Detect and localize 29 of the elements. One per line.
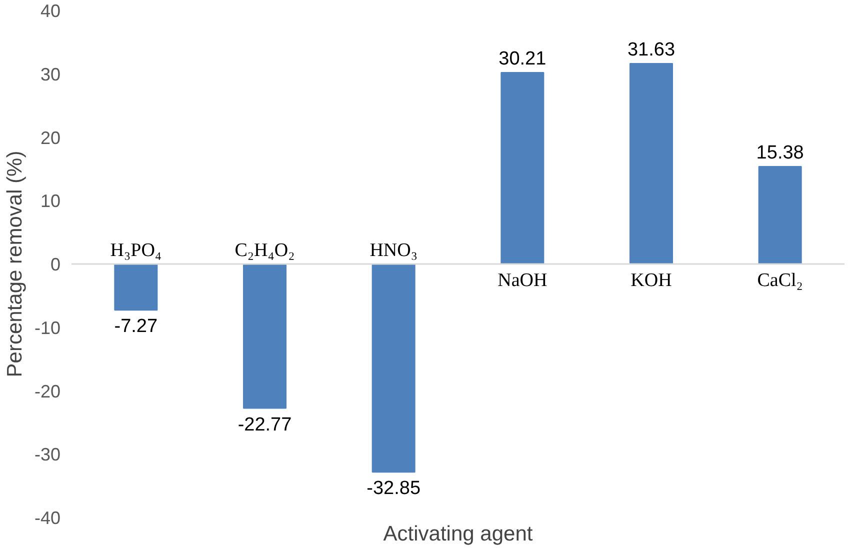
bar: [114, 264, 158, 311]
data-label: 31.63: [627, 40, 676, 61]
data-label: 30.21: [498, 48, 546, 70]
x-tick-label: H₃PO₄: [110, 240, 162, 261]
y-tick-label: -20: [34, 381, 60, 402]
y-tick-label: 30: [40, 64, 61, 84]
y-tick-label: -30: [34, 444, 60, 465]
x-tick-label: NaOH: [498, 270, 548, 291]
y-axis-title: Percentage removal (%): [3, 150, 26, 378]
x-tick-label: KOH: [630, 270, 672, 291]
bar: [372, 264, 416, 473]
data-label: -7.27: [114, 316, 158, 338]
x-tick-label: C₂H₄O₂: [234, 240, 295, 261]
bar: [758, 166, 802, 264]
data-label: 15.38: [756, 142, 804, 164]
data-label: -32.85: [366, 478, 421, 500]
bar: [629, 63, 674, 264]
data-label: -22.77: [238, 414, 292, 436]
bar: [500, 72, 544, 264]
y-tick-label: -40: [34, 508, 60, 528]
y-tick-label: -10: [34, 318, 60, 338]
x-tick-label: HNO₃: [370, 240, 418, 261]
bar: [242, 264, 287, 409]
x-axis-title: Activating agent: [383, 522, 533, 546]
x-tick-label: CaCl₂: [757, 270, 803, 291]
y-tick-label: 40: [40, 1, 61, 21]
y-tick-label: 0: [50, 254, 61, 274]
y-tick-label: 10: [40, 191, 61, 212]
y-tick-label: 20: [40, 128, 61, 148]
